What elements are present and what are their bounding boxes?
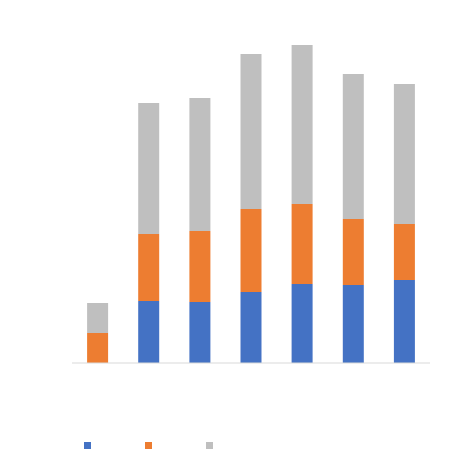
legend-swatch-series1 xyxy=(84,442,91,449)
legend-swatch-series2 xyxy=(145,442,152,449)
bar-segment-series3-cat5 xyxy=(291,45,313,204)
bar-segment-series2-cat6 xyxy=(342,219,364,285)
legend xyxy=(84,442,213,449)
bar-segment-series3-cat3 xyxy=(189,98,211,231)
bar-segment-series2-cat3 xyxy=(189,231,211,302)
bar-segment-series1-cat7 xyxy=(393,280,415,363)
bar-segment-series3-cat1 xyxy=(87,303,109,333)
bar-segment-series1-cat3 xyxy=(189,302,211,363)
bar-segment-series2-cat1 xyxy=(87,333,109,363)
bar-segment-series3-cat6 xyxy=(342,74,364,219)
bar-segment-series1-cat2 xyxy=(138,301,160,363)
bar-segment-series2-cat2 xyxy=(138,234,160,301)
bar-segment-series2-cat7 xyxy=(393,224,415,280)
bar-segment-series1-cat4 xyxy=(240,292,262,363)
bar-segment-series1-cat5 xyxy=(291,284,313,363)
bar-segment-series3-cat2 xyxy=(138,103,160,234)
bar-segment-series2-cat4 xyxy=(240,209,262,292)
legend-swatch-series3 xyxy=(206,442,213,449)
bar-segment-series1-cat6 xyxy=(342,285,364,363)
bar-segment-series3-cat7 xyxy=(393,84,415,224)
bar-segment-series2-cat5 xyxy=(291,204,313,284)
bars-group xyxy=(87,45,415,363)
bar-segment-series3-cat4 xyxy=(240,54,262,209)
